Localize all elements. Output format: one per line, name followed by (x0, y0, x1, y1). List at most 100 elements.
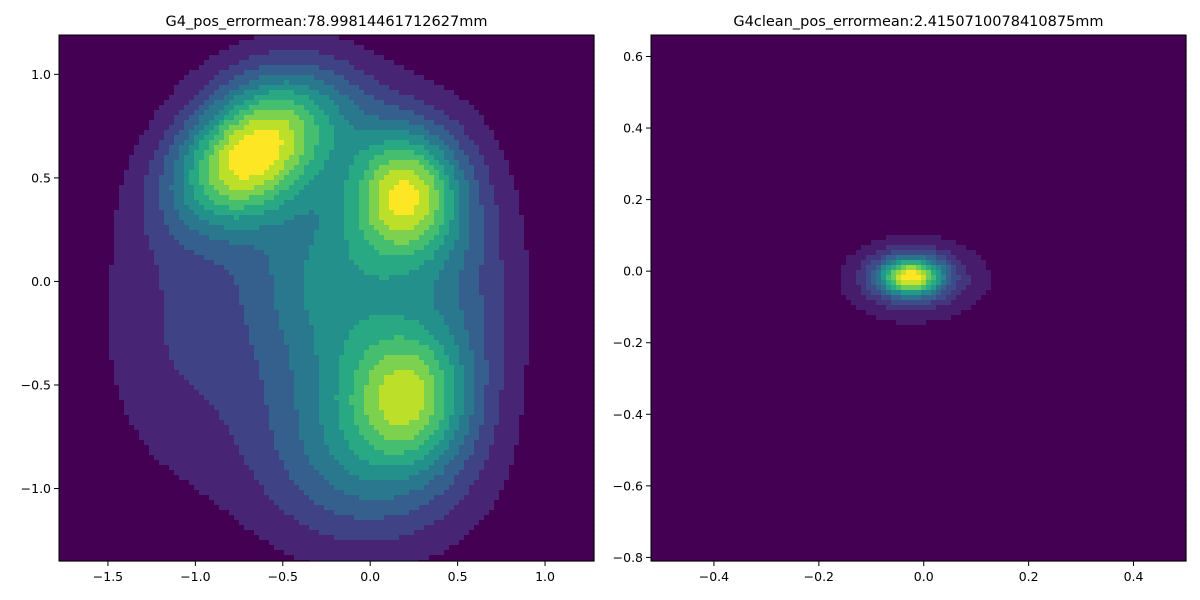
contour-band-level-6 (339, 355, 365, 361)
contour-band-level-4 (274, 290, 305, 296)
contour-band-level-5 (304, 290, 435, 296)
contour-band-level-6 (354, 450, 385, 456)
contour-band-level-5 (184, 195, 195, 201)
contour-band-level-6 (359, 320, 420, 326)
contour-band-level-7 (419, 355, 435, 361)
contour-band-level-3 (284, 465, 315, 471)
contour-band-level-4 (214, 100, 230, 106)
contour-band-level-0 (59, 510, 230, 516)
contour-band-level-7 (374, 155, 425, 161)
contour-band-level-6 (344, 435, 365, 441)
contour-band-level-5 (304, 300, 435, 306)
contour-band-level-4 (169, 185, 185, 191)
contour-band-level-8 (254, 110, 295, 116)
contour-band-level-8 (209, 155, 220, 161)
contour-band-level-6 (354, 155, 375, 161)
contour-band-level-0 (59, 460, 160, 466)
contour-band-level-2 (334, 535, 400, 541)
contour-band-level-0 (651, 500, 1187, 506)
contour-band-level-0 (651, 425, 1187, 431)
contour-band-level-8 (289, 120, 305, 126)
contour-band-level-4 (449, 255, 465, 261)
contour-band-level-9 (896, 265, 902, 271)
contour-band-level-6 (344, 230, 365, 236)
contour-band-level-0 (59, 95, 170, 101)
contour-band-level-5 (194, 135, 205, 141)
contour-band-level-3 (274, 440, 305, 446)
contour-band-level-0 (59, 335, 110, 341)
contour-band-level-4 (224, 95, 235, 101)
contour-band-level-7 (434, 175, 440, 181)
contour-band-level-9 (279, 150, 295, 156)
contour-band-level-2 (159, 145, 170, 151)
contour-band-level-0 (651, 405, 1187, 411)
contour-band-level-5 (329, 450, 355, 456)
contour-band-level-1 (494, 425, 520, 431)
contour-band-level-1 (109, 310, 165, 316)
contour-band-level-8 (374, 425, 425, 431)
contour-band-level-1 (179, 80, 210, 86)
contour-band-level-1 (209, 495, 270, 501)
contour-band-level-6 (339, 370, 355, 376)
contour-band-level-5 (229, 100, 245, 106)
contour-band-level-4 (464, 390, 475, 396)
y-tick-label: −0.4 (613, 407, 643, 422)
contour-band-level-3 (189, 115, 200, 121)
contour-band-level-6 (349, 165, 370, 171)
contour-band-level-1 (139, 135, 165, 141)
contour-band-level-8 (424, 380, 435, 386)
contour-band-level-4 (189, 130, 200, 136)
contour-band-level-1 (504, 260, 530, 266)
contour-band-level-7 (881, 270, 887, 276)
contour-band-level-1 (229, 510, 285, 516)
contour-band-level-9 (896, 285, 902, 291)
contour-band-level-6 (439, 170, 445, 176)
contour-band-level-0 (394, 60, 595, 66)
contour-band-level-7 (259, 100, 295, 106)
contour-band-level-2 (159, 280, 235, 286)
contour-band-level-1 (139, 435, 235, 441)
contour-band-level-8 (369, 215, 380, 221)
contour-band-level-5 (409, 270, 440, 276)
contour-band-level-0 (651, 395, 1187, 401)
contour-band-level-0 (59, 60, 205, 66)
contour-band-level-1 (504, 310, 530, 316)
contour-band-level-7 (239, 110, 255, 116)
contour-band-level-2 (484, 345, 505, 351)
contour-band-level-1 (851, 300, 877, 306)
contour-band-level-1 (109, 270, 160, 276)
contour-band-level-4 (439, 270, 460, 276)
contour-band-level-6 (434, 350, 445, 356)
contour-band-level-4 (309, 85, 335, 91)
contour-band-level-7 (434, 410, 445, 416)
contour-band-level-0 (464, 535, 595, 541)
contour-band-level-4 (179, 150, 190, 156)
contour-band-level-1 (841, 285, 862, 291)
contour-band-level-5 (419, 320, 445, 326)
contour-band-level-3 (164, 170, 175, 176)
contour-band-level-3 (249, 330, 285, 336)
contour-band-level-7 (299, 155, 315, 161)
contour-band-level-0 (494, 505, 595, 511)
contour-band-level-6 (309, 110, 325, 116)
contour-band-level-4 (444, 450, 460, 456)
contour-band-level-0 (651, 455, 1187, 461)
contour-band-level-10 (229, 165, 270, 171)
contour-band-level-4 (946, 265, 952, 271)
contour-band-level-0 (651, 360, 1187, 366)
contour-band-level-3 (269, 425, 300, 431)
contour-band-level-0 (651, 45, 1187, 51)
contour-band-level-9 (229, 135, 245, 141)
contour-band-level-4 (454, 245, 470, 251)
contour-band-level-10 (229, 150, 280, 156)
contour-band-level-2 (454, 475, 480, 481)
contour-band-level-10 (399, 180, 410, 186)
contour-band-level-0 (59, 355, 110, 361)
contour-band-level-2 (409, 510, 450, 516)
contour-band-level-1 (494, 195, 520, 201)
contour-band-level-3 (459, 295, 485, 301)
contour-band-level-7 (434, 385, 445, 391)
contour-band-level-6 (891, 290, 902, 296)
contour-band-level-1 (414, 530, 470, 536)
contour-band-level-1 (479, 145, 500, 151)
